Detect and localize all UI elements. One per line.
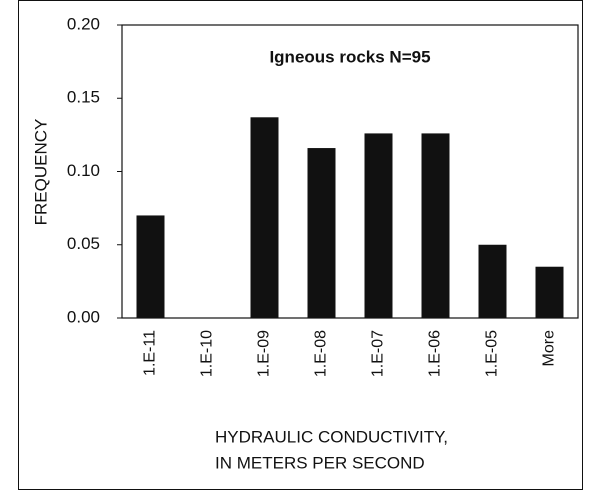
x-tick-label: 1.E-10 xyxy=(199,330,216,377)
bar xyxy=(250,117,279,318)
x-axis-title: HYDRAULIC CONDUCTIVITY, xyxy=(215,427,448,446)
y-tick-label: 0.15 xyxy=(67,88,100,107)
plot-frame xyxy=(121,24,579,319)
y-tick-label: 0.20 xyxy=(67,14,100,33)
bar xyxy=(136,215,165,318)
bar xyxy=(535,266,564,318)
bar xyxy=(364,133,393,318)
y-axis-title: FREQUENCY xyxy=(31,119,50,226)
x-tick-label: More xyxy=(541,330,558,367)
x-tick-label: 1.E-07 xyxy=(370,330,387,377)
x-tick-label: 1.E-09 xyxy=(256,330,273,377)
bar xyxy=(421,133,450,318)
y-tick-label: 0.00 xyxy=(67,307,100,326)
y-tick-label: 0.05 xyxy=(67,234,100,253)
x-tick-label: 1.E-11 xyxy=(142,330,159,376)
bar xyxy=(478,244,507,318)
x-axis-title: IN METERS PER SECOND xyxy=(215,453,425,472)
x-tick-label: 1.E-06 xyxy=(427,330,444,377)
y-tick-label: 0.10 xyxy=(67,161,100,180)
x-tick-label: 1.E-08 xyxy=(313,330,330,377)
x-tick-label: 1.E-05 xyxy=(484,330,501,377)
outer-frame xyxy=(18,0,583,490)
bar xyxy=(307,148,336,318)
chart-title: Igneous rocks N=95 xyxy=(269,47,430,66)
